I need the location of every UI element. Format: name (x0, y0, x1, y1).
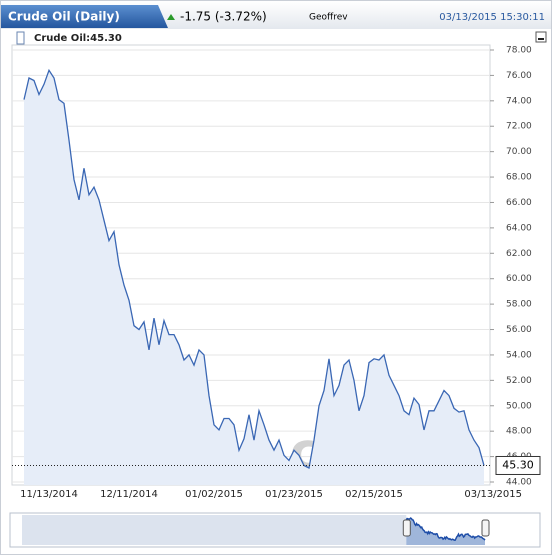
y-tick-label: 44.00 (506, 478, 532, 488)
y-tick-label: 70.00 (506, 147, 532, 157)
timestamp: 03/13/2015 15:30:11 (439, 12, 545, 23)
x-tick-label: 03/13/2015 (464, 489, 522, 500)
y-tick-label: 48.00 (506, 427, 532, 437)
y-tick-label: 60.00 (506, 274, 532, 284)
last-price-box (495, 455, 541, 475)
legend-label: Crude Oil:45.30 (34, 33, 122, 44)
legend-swatch (16, 31, 25, 45)
y-tick-label: 64.00 (506, 223, 532, 233)
change-arrow (167, 14, 175, 20)
price-line (23, 68, 485, 469)
y-tick-label: 78.00 (506, 46, 532, 56)
y-tick-label: 76.00 (506, 71, 532, 81)
nav-area (406, 518, 485, 545)
y-tick-label: 72.00 (506, 122, 532, 132)
x-tick-label: 01/02/2015 (185, 489, 243, 500)
nav-handle[interactable] (481, 519, 490, 537)
y-tick-label: 54.00 (506, 350, 532, 360)
y-tick-label: 62.00 (506, 249, 532, 259)
last-price-label: 45.30 (502, 458, 534, 471)
y-tick-label: 50.00 (506, 401, 532, 411)
nav-handle[interactable] (402, 519, 411, 537)
y-tick-label: 74.00 (506, 96, 532, 106)
y-tick-label: 66.00 (506, 198, 532, 208)
y-tick-label: 58.00 (506, 300, 532, 310)
area-fill (24, 70, 484, 486)
nav-line (405, 517, 486, 542)
y-tick-label: 52.00 (506, 376, 532, 386)
price-change: -1.75 (-3.72%) (180, 10, 267, 24)
title-tab (1, 5, 168, 28)
minimize-button[interactable] (535, 31, 547, 43)
y-tick-label: 56.00 (506, 325, 532, 335)
chart-title: Crude Oil (Daily) (8, 10, 120, 24)
x-tick-label: 01/23/2015 (265, 489, 323, 500)
y-tick-label: 68.00 (506, 173, 532, 183)
x-tick-label: 12/11/2014 (100, 489, 158, 500)
x-tick-label: 11/13/2014 (20, 489, 78, 500)
nav-background (22, 515, 407, 545)
x-tick-label: 02/15/2015 (345, 489, 403, 500)
user-name[interactable]: Geoffrev (309, 13, 348, 23)
